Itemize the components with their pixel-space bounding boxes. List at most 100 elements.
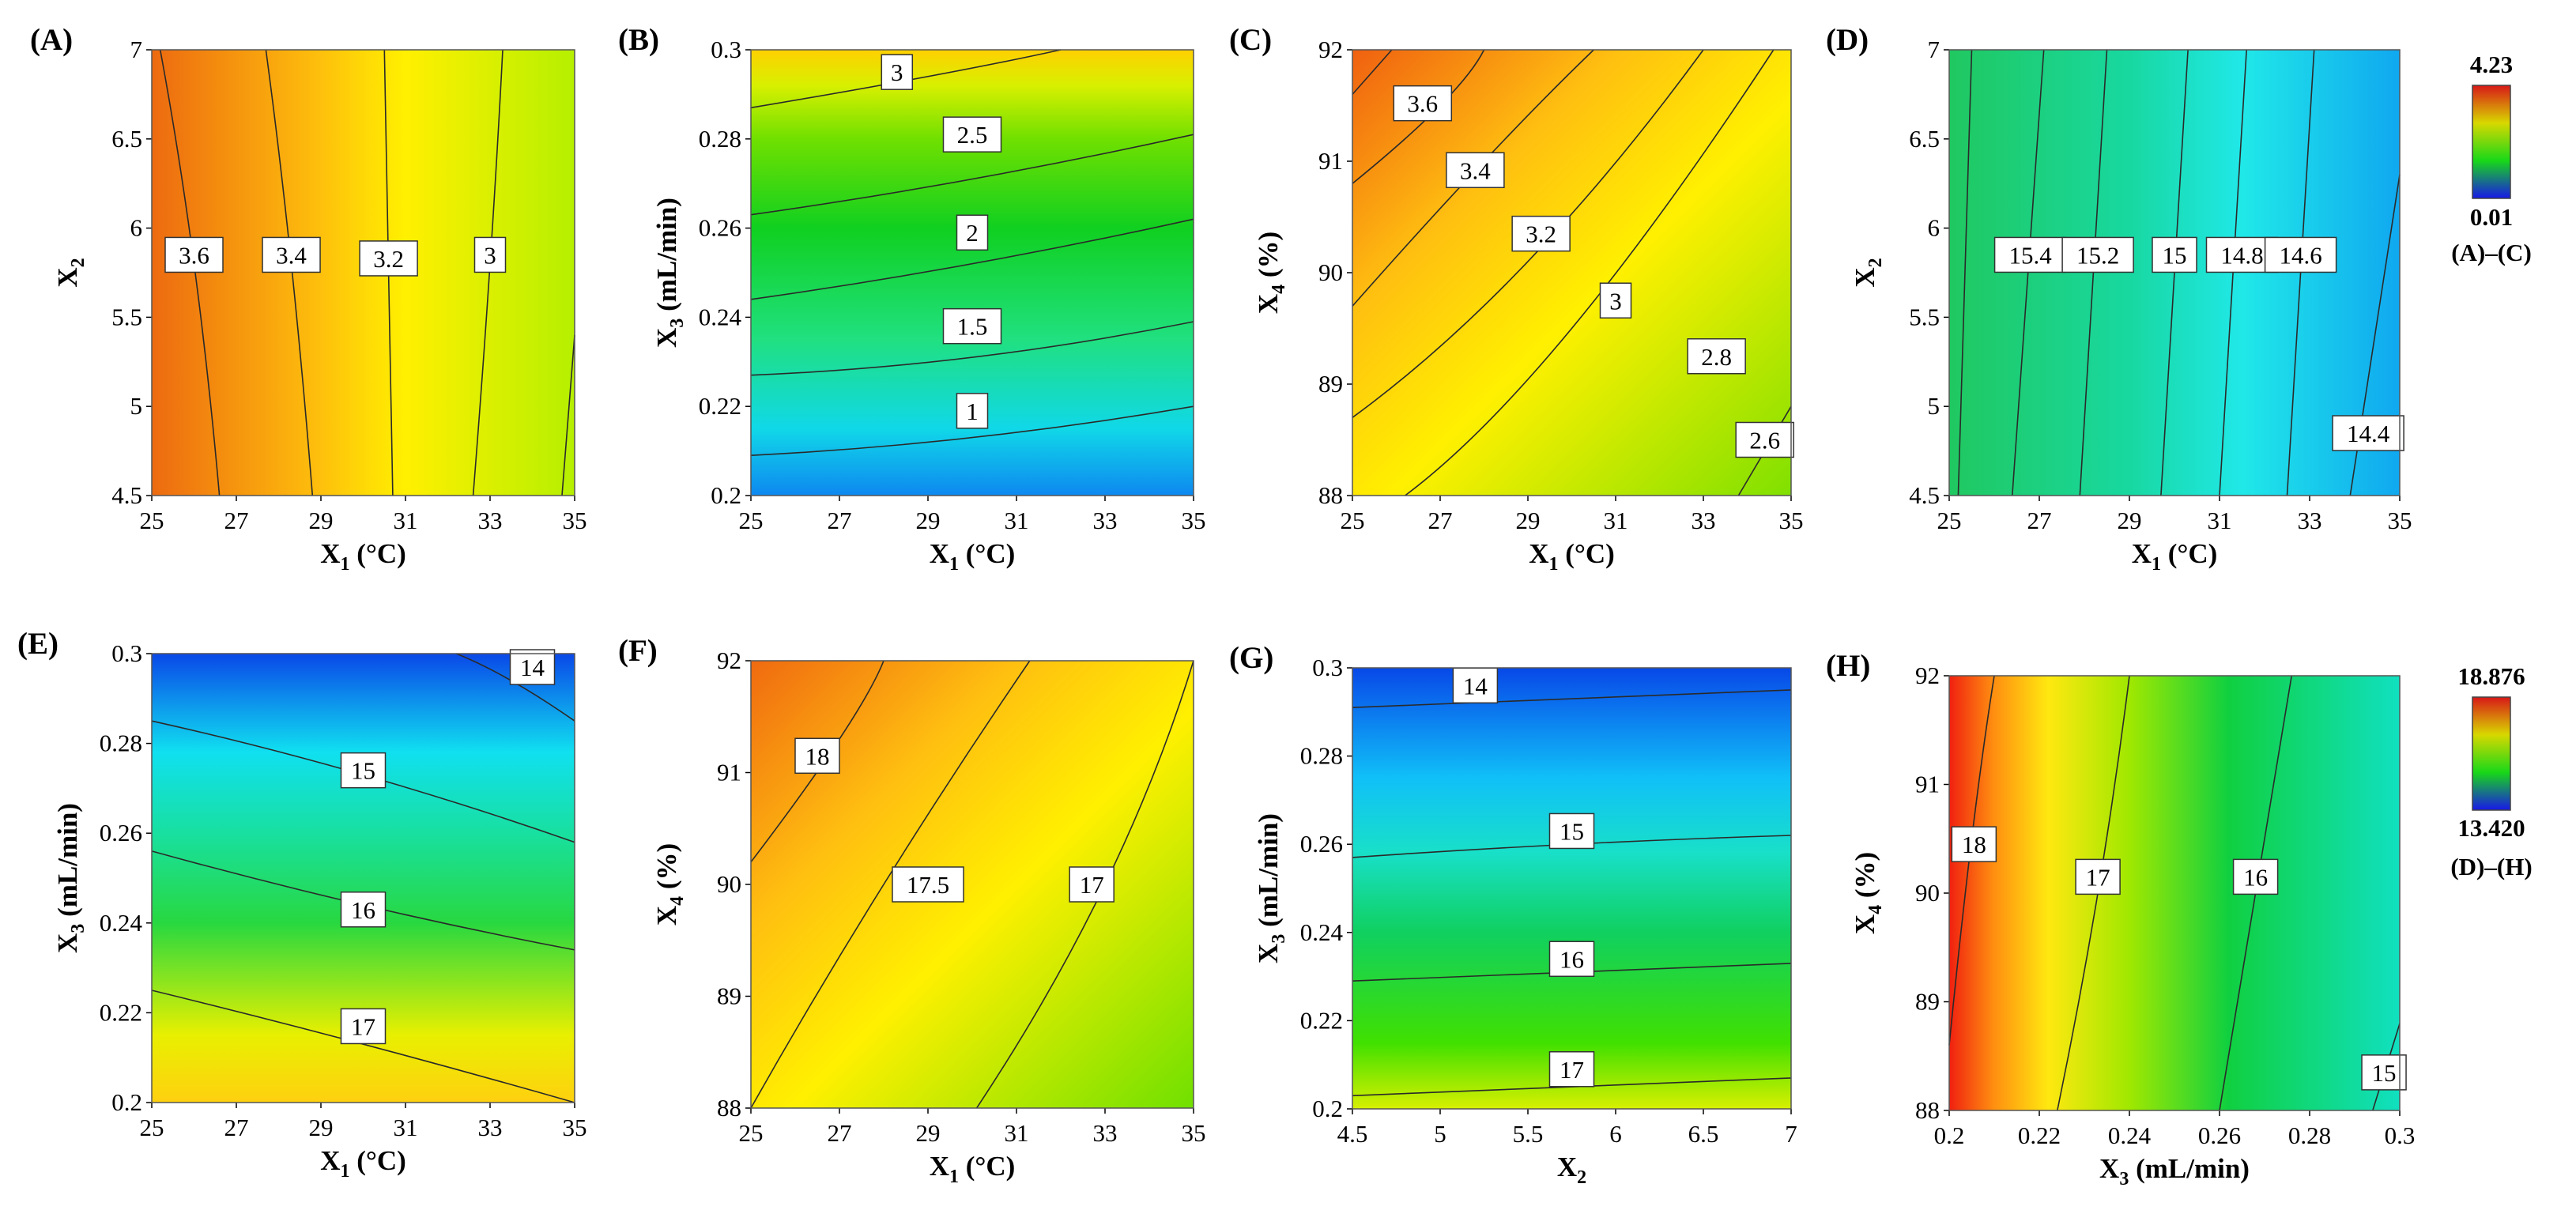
- x-tick-label: 5: [1434, 1120, 1446, 1148]
- contour-line: [1352, 49, 1393, 95]
- x-tick-label: 7: [1785, 1120, 1797, 1148]
- y-tick-label: 0.28: [1300, 742, 1343, 770]
- x-tick-label: 5.5: [1513, 1120, 1544, 1148]
- y-tick-label: 0.22: [1300, 1006, 1343, 1034]
- y-tick-label: 90: [717, 870, 741, 898]
- contour-label: 16: [2243, 863, 2268, 891]
- contour-label: 15.4: [2008, 241, 2052, 269]
- x-tick-label: 35: [2388, 507, 2412, 534]
- contour-line: [750, 134, 1194, 216]
- x-tick-label: 25: [739, 1119, 764, 1147]
- heatmap-surface: [1352, 668, 1791, 1109]
- x-tick-label: 31: [1005, 1119, 1029, 1147]
- y-tick-label: 90: [1318, 258, 1343, 286]
- contour-label-box: [1393, 85, 1453, 122]
- y-tick-label: 0.2: [711, 481, 741, 509]
- panel-label: (F): [618, 634, 658, 668]
- plot-frame: [151, 653, 575, 1103]
- colorbar-ramp: [2472, 85, 2511, 199]
- contour-label: 3.6: [179, 241, 209, 269]
- contour-label-box: [340, 752, 387, 789]
- y-tick-label: 0.28: [699, 125, 741, 153]
- contour-label-box: [942, 307, 1002, 345]
- contour-label: 15: [2163, 241, 2187, 269]
- contour-label-box: [1599, 282, 1632, 319]
- colorbar-2: 18.876 13.420 (D)–(H): [2450, 662, 2532, 880]
- contour-label: 2: [966, 219, 979, 247]
- x-tick-label: 29: [916, 1119, 941, 1147]
- colorbar-applies-label: (A)–(C): [2451, 239, 2532, 266]
- contour-label: 14: [1463, 672, 1488, 699]
- x-tick-label: 4.5: [1337, 1120, 1368, 1148]
- panel-label: (G): [1229, 641, 1273, 675]
- y-tick-label: 4.5: [1909, 481, 1940, 509]
- x-tick-label: 35: [1182, 507, 1206, 534]
- panel-label: (B): [618, 23, 659, 57]
- x-tick-label: 27: [2027, 507, 2052, 534]
- heatmap-surface: [751, 661, 1194, 1108]
- contour-label-box: [2264, 236, 2337, 273]
- y-tick-label: 0.26: [100, 819, 142, 846]
- panel-label: (A): [30, 23, 73, 57]
- x-tick-label: 31: [1005, 507, 1029, 534]
- x-tick-label: 25: [1937, 507, 1962, 534]
- contour-label: 2.6: [1749, 427, 1780, 454]
- contour-label-box: [1446, 152, 1505, 189]
- contour-label: 15.2: [2076, 241, 2119, 269]
- contour-label: 15: [351, 757, 375, 785]
- panel-label: (H): [1826, 649, 1870, 683]
- plot-frame: [1352, 667, 1792, 1110]
- contour-label-box: [881, 54, 914, 90]
- y-axis-label: X3 (mL/min): [1253, 813, 1289, 963]
- y-tick-label: 0.24: [699, 303, 742, 330]
- x-tick-label: 29: [916, 507, 941, 534]
- contour-label-box: [942, 116, 1002, 153]
- x-tick-label: 31: [1604, 507, 1628, 534]
- contour-label-box: [340, 892, 387, 928]
- contour-label: 3: [891, 58, 903, 86]
- contour-label: 18: [1962, 831, 1986, 858]
- plot-frame: [1948, 49, 2401, 496]
- x-tick-label: 35: [1182, 1119, 1206, 1147]
- contour-label-box: [1511, 215, 1571, 252]
- contour-label-box: [1735, 421, 1794, 458]
- contour-label: 3: [1609, 287, 1622, 315]
- y-tick-label: 0.22: [699, 392, 741, 420]
- contour-label-box: [956, 214, 989, 251]
- contour-line: [750, 405, 1194, 456]
- y-tick-label: 0.2: [1312, 1095, 1343, 1122]
- y-tick-label: 90: [1915, 879, 1940, 907]
- contour-label: 2.8: [1701, 343, 1732, 371]
- y-tick-label: 89: [1318, 370, 1343, 398]
- panel-h: 18 17 16 15 0.2 0.22 0.24 0.26 0.28 0.3 88 89 90 91 92…: [1826, 649, 2415, 1189]
- colorbar-applies-label: (D)–(H): [2450, 853, 2532, 880]
- contour-label: 14.8: [2220, 241, 2263, 269]
- x-tick-label: 0.24: [2108, 1122, 2152, 1149]
- y-tick-label: 6.5: [111, 125, 142, 153]
- x-tick-label: 33: [478, 507, 503, 534]
- y-tick-label: 88: [717, 1094, 741, 1122]
- contour-label: 14.4: [2347, 420, 2390, 447]
- y-tick-label: 0.24: [1300, 918, 1344, 946]
- x-tick-label: 35: [1779, 507, 1804, 534]
- y-tick-label: 0.3: [711, 36, 741, 63]
- y-tick-label: 0.26: [699, 214, 741, 242]
- colorbar-max-label: 4.23: [2470, 51, 2513, 78]
- contour-label: 18: [805, 742, 830, 770]
- contour-label: 3.4: [1460, 156, 1491, 184]
- contour-label-box: [1069, 866, 1115, 903]
- x-axis-label: X2: [1557, 1152, 1586, 1188]
- y-axis-label: X4 (%): [651, 843, 688, 926]
- contour-label-box: [956, 393, 989, 429]
- x-tick-label: 0.26: [2198, 1122, 2241, 1149]
- y-tick-label: 0.26: [1300, 830, 1343, 858]
- y-tick-label: 0.2: [111, 1088, 142, 1116]
- panel-f: 18 17.5 17 25 27 29 31 33 35 88 89 90 91 92 X1 (°C) X4 …: [618, 634, 1206, 1187]
- colorbar-min-label: 0.01: [2470, 203, 2513, 231]
- x-tick-label: 33: [1093, 1119, 1118, 1147]
- contour-label: 3.6: [1407, 90, 1438, 118]
- y-tick-label: 0.28: [100, 729, 142, 757]
- x-tick-label: 25: [140, 507, 164, 534]
- y-axis-label: X4 (%): [1850, 852, 1886, 934]
- contour-label-box: [794, 737, 840, 775]
